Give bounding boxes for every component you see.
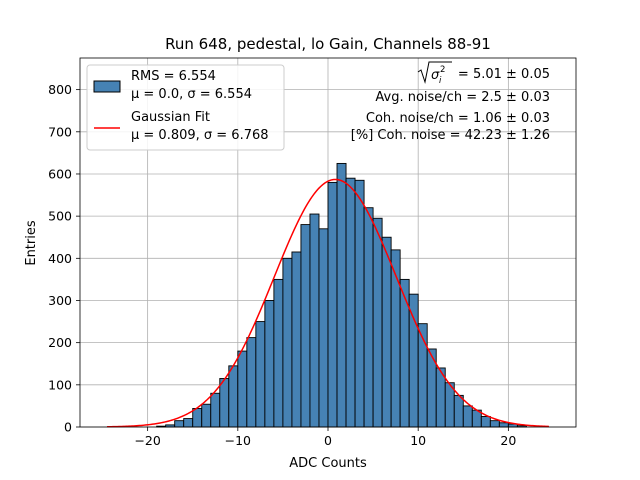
histogram-bar [201,403,212,428]
chart-title: Run 648, pedestal, lo Gain, Channels 88-… [165,35,491,53]
histogram-bar [237,350,248,428]
legend-entry-fit: Gaussian Fit [131,110,210,125]
x-tick-label: −20 [134,433,160,448]
x-axis-ticks: −20 −10 0 10 20 [134,427,516,448]
legend-entry-fit-params: μ = 0.809, σ = 6.768 [131,128,269,143]
histogram-bar [183,418,194,428]
svg-text:σ: σ [431,68,440,83]
svg-text:2: 2 [440,65,445,75]
histogram-bar [345,177,356,428]
y-tick-label: 800 [48,82,72,97]
coh-noise-percent-text: [%] Coh. noise = 42.23 ± 1.26 [351,128,550,143]
histogram-bar [192,407,203,428]
coh-noise-text: Coh. noise/ch = 1.06 ± 0.03 [366,111,550,126]
y-tick-label: 200 [48,335,72,350]
sum-sigma-value: = 5.01 ± 0.05 [458,67,550,82]
histogram-bar [489,420,500,428]
histogram-bar [219,378,230,428]
histogram-bar [498,422,509,428]
x-tick-label: −10 [225,433,251,448]
x-axis-label: ADC Counts [289,456,367,471]
histogram-bar [210,392,221,428]
histogram-bar [372,217,383,428]
histogram-bar [363,207,374,428]
histogram-bar [255,321,266,428]
histogram-bar [453,394,464,428]
y-tick-label: 100 [48,377,72,392]
histogram-bar [174,420,185,428]
x-tick-label: 20 [500,433,516,448]
y-tick-label: 500 [48,209,72,224]
legend-entry-rms: RMS = 6.554 [131,69,216,84]
histogram-bar [291,251,302,428]
legend: RMS = 6.554 μ = 0.0, σ = 6.554 Gaussian … [86,64,285,151]
histogram-bar [462,405,473,428]
histogram-bar [354,179,365,428]
y-tick-label: 700 [48,124,72,139]
histogram-bar [399,278,410,428]
histogram-bar [300,224,311,428]
histogram-bars [156,162,527,428]
histogram-bar [318,228,329,428]
histogram-bar [309,213,320,428]
avg-noise-text: Avg. noise/ch = 2.5 ± 0.03 [375,90,550,105]
histogram-bar [282,257,293,428]
histogram-bar [381,236,392,428]
y-axis-label: Entries [24,220,39,266]
histogram-bar [480,416,491,428]
y-tick-label: 0 [64,420,72,435]
histogram-bar [327,181,338,428]
y-tick-label: 400 [48,251,72,266]
legend-histogram-swatch [93,80,121,93]
legend-entry-rms-params: μ = 0.0, σ = 6.554 [131,87,252,102]
histogram-bar [264,300,275,428]
y-tick-label: 300 [48,293,72,308]
y-axis-ticks: 0 100 200 300 400 500 600 700 800 [48,82,80,435]
legend-box [86,64,285,151]
histogram-bar [228,365,239,428]
histogram-bar [273,278,284,428]
histogram-bar [336,162,347,428]
gaussian-fit-curve [107,178,549,428]
histogram-bar [408,293,419,428]
svg-text:i: i [439,76,442,86]
sigma-sum-symbol: σ i 2 [417,61,452,86]
noise-annotations: σ i 2 = 5.01 ± 0.05 Avg. noise/ch = 2.5 … [351,61,550,143]
y-tick-label: 600 [48,166,72,181]
x-tick-label: 10 [410,433,426,448]
histogram-bar [246,337,257,428]
x-tick-label: 0 [324,433,332,448]
